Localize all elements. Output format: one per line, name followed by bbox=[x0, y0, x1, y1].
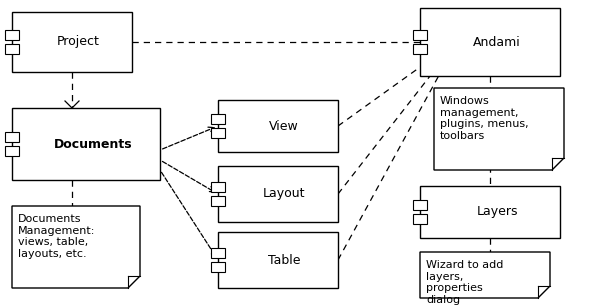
Bar bbox=[218, 100, 338, 152]
Bar bbox=[218, 166, 338, 222]
Bar bbox=[420, 8, 560, 76]
Text: Documents
Management:
views, table,
layouts, etc.: Documents Management: views, table, layo… bbox=[18, 214, 96, 259]
Polygon shape bbox=[434, 88, 564, 170]
Bar bbox=[211, 114, 225, 124]
Bar bbox=[5, 146, 19, 156]
Bar bbox=[211, 128, 225, 138]
Text: Layers: Layers bbox=[476, 206, 518, 218]
Bar bbox=[12, 12, 132, 72]
Bar bbox=[413, 30, 427, 40]
Bar bbox=[12, 108, 160, 180]
Text: Windows
management,
plugins, menus,
toolbars: Windows management, plugins, menus, tool… bbox=[440, 96, 529, 141]
Text: Wizard to add
layers,
properties
dialog: Wizard to add layers, properties dialog bbox=[426, 260, 503, 305]
Bar bbox=[5, 30, 19, 40]
Bar bbox=[413, 200, 427, 210]
Bar bbox=[211, 248, 225, 258]
Bar bbox=[413, 214, 427, 224]
Text: Layout: Layout bbox=[263, 188, 305, 200]
Text: Andami: Andami bbox=[473, 35, 521, 48]
Polygon shape bbox=[12, 206, 140, 288]
Bar bbox=[218, 232, 338, 288]
Polygon shape bbox=[420, 252, 550, 298]
Bar bbox=[420, 186, 560, 238]
Bar bbox=[413, 44, 427, 54]
Bar bbox=[5, 132, 19, 142]
Bar bbox=[211, 182, 225, 192]
Text: Project: Project bbox=[56, 35, 99, 48]
Text: Table: Table bbox=[268, 253, 300, 267]
Text: View: View bbox=[269, 120, 299, 132]
Bar bbox=[5, 44, 19, 54]
Text: Documents: Documents bbox=[54, 137, 132, 151]
Bar bbox=[211, 196, 225, 206]
Bar bbox=[211, 262, 225, 272]
